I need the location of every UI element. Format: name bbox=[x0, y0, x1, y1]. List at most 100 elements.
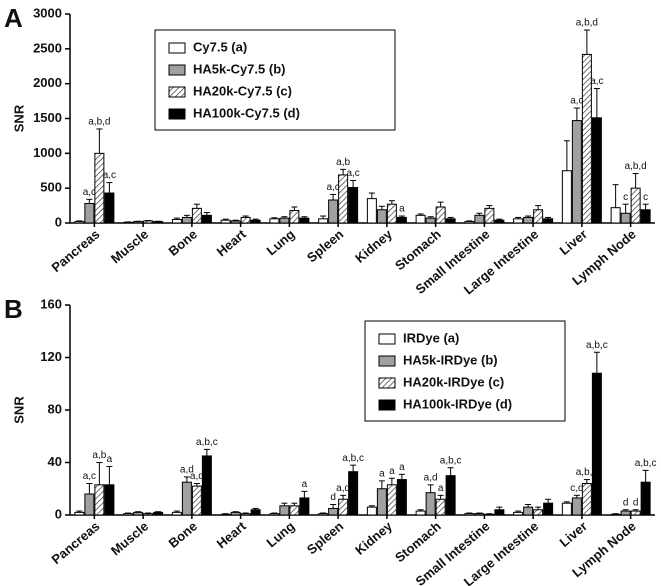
bar bbox=[74, 511, 85, 516]
bar bbox=[464, 221, 475, 224]
y-tick-label: 1500 bbox=[33, 110, 62, 125]
bar bbox=[591, 117, 602, 224]
bar bbox=[415, 510, 426, 516]
bar bbox=[201, 455, 212, 516]
significance-label: a,d bbox=[336, 483, 350, 494]
bar bbox=[133, 221, 144, 224]
bar bbox=[348, 471, 359, 516]
legend-label: HA5k-Cy7.5 (b) bbox=[193, 61, 285, 76]
bar bbox=[338, 498, 349, 516]
bar bbox=[620, 212, 631, 224]
significance-label: a,b,c bbox=[342, 453, 364, 464]
bar bbox=[279, 217, 290, 224]
x-tick-label: Muscle bbox=[108, 518, 151, 558]
y-tick-label: 160 bbox=[40, 296, 62, 311]
y-tick-label: 500 bbox=[40, 180, 62, 195]
bar bbox=[640, 481, 651, 516]
bar bbox=[201, 214, 212, 224]
bar bbox=[84, 202, 95, 224]
x-tick-label: Liver bbox=[557, 226, 590, 257]
bar bbox=[445, 218, 456, 224]
significance-label: a,c bbox=[570, 96, 583, 107]
bar bbox=[513, 511, 524, 516]
bar bbox=[533, 509, 544, 516]
bar bbox=[386, 484, 397, 516]
bar bbox=[74, 221, 85, 224]
bar bbox=[435, 498, 446, 516]
legend-label: HA20k-IRDye (c) bbox=[403, 374, 504, 389]
panel-label: B bbox=[4, 294, 23, 324]
legend-box bbox=[154, 29, 396, 131]
x-tick-label: Heart bbox=[214, 518, 250, 551]
bar bbox=[269, 513, 280, 516]
bar bbox=[328, 507, 339, 516]
x-tick-label: Lung bbox=[264, 518, 298, 550]
panel-label: A bbox=[4, 3, 23, 33]
significance-label: a,c bbox=[346, 168, 359, 179]
significance-label: a bbox=[438, 483, 444, 494]
bar bbox=[474, 513, 485, 516]
legend-box bbox=[364, 320, 566, 422]
x-tick-label: Lung bbox=[264, 226, 298, 258]
bar bbox=[250, 219, 261, 224]
bar bbox=[484, 207, 495, 224]
bar bbox=[338, 174, 349, 224]
bar bbox=[318, 218, 329, 224]
bar bbox=[533, 209, 544, 224]
legend-swatch bbox=[378, 377, 396, 389]
significance-label: a,b,d bbox=[625, 161, 647, 172]
bar bbox=[561, 502, 572, 516]
y-tick-label: 120 bbox=[40, 349, 62, 364]
bar bbox=[240, 216, 251, 224]
significance-label: a,b,c bbox=[196, 437, 218, 448]
bar bbox=[133, 511, 144, 516]
y-tick-label: 3000 bbox=[33, 5, 62, 20]
y-tick-label: 80 bbox=[48, 401, 62, 416]
significance-label: d bbox=[623, 497, 629, 508]
bar bbox=[620, 510, 631, 516]
bar bbox=[279, 505, 290, 516]
bar bbox=[494, 219, 505, 224]
x-tick-label: Bone bbox=[165, 226, 200, 258]
bar bbox=[153, 221, 164, 224]
legend-swatch bbox=[378, 333, 396, 345]
legend-label: HA5k-IRDye (b) bbox=[403, 352, 498, 367]
bar bbox=[104, 192, 115, 224]
bar bbox=[318, 513, 329, 516]
bar bbox=[543, 502, 554, 516]
x-tick-label: Kidney bbox=[352, 226, 395, 266]
bar bbox=[94, 484, 105, 516]
y-tick-label: 0 bbox=[55, 506, 62, 521]
x-tick-label: Bone bbox=[165, 518, 200, 550]
bar bbox=[366, 506, 377, 516]
legend-label: HA20k-Cy7.5 (c) bbox=[193, 83, 292, 98]
bar bbox=[84, 493, 95, 516]
y-tick-label: 40 bbox=[48, 454, 62, 469]
y-axis-label: SNR bbox=[11, 396, 26, 424]
bar bbox=[269, 218, 280, 224]
legend-label: Cy7.5 (a) bbox=[193, 39, 247, 54]
bar bbox=[543, 218, 554, 224]
bar bbox=[143, 513, 154, 516]
legend-swatch bbox=[168, 42, 186, 54]
bar bbox=[571, 120, 582, 224]
bar bbox=[474, 214, 485, 224]
significance-label: a,b,c bbox=[440, 455, 462, 466]
bar bbox=[523, 506, 534, 516]
bar bbox=[289, 209, 300, 224]
significance-label: a bbox=[379, 469, 385, 480]
y-tick-label: 1000 bbox=[33, 145, 62, 160]
significance-label: a,c bbox=[83, 187, 96, 198]
significance-label: a bbox=[302, 479, 308, 490]
significance-label: c bbox=[623, 192, 628, 203]
bar bbox=[561, 170, 572, 224]
bar bbox=[513, 218, 524, 224]
x-tick-label: Spleen bbox=[304, 518, 346, 557]
bar bbox=[396, 479, 407, 516]
bar bbox=[445, 475, 456, 516]
significance-label: a,d bbox=[190, 471, 204, 482]
bar bbox=[425, 217, 436, 224]
bar bbox=[171, 511, 182, 516]
bar bbox=[376, 488, 387, 516]
